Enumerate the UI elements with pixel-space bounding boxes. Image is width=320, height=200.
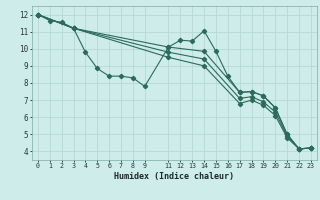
X-axis label: Humidex (Indice chaleur): Humidex (Indice chaleur)	[115, 172, 234, 181]
